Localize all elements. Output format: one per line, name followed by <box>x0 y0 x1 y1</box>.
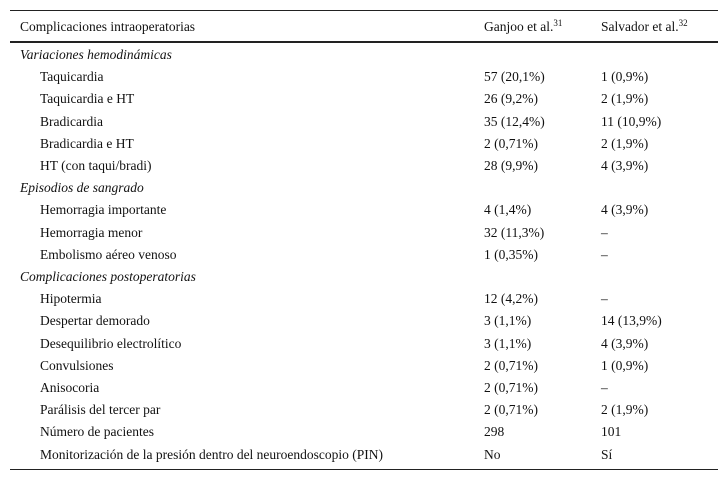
row-value: 4 (1,4%) <box>484 202 532 218</box>
row-value: 2 (0,71%) <box>484 380 538 395</box>
row-label: Número de pacientes <box>40 424 154 440</box>
row-value: – <box>601 246 608 262</box>
row-label: Monitorización de la presión dentro del … <box>40 446 384 462</box>
header-ref: 32 <box>678 18 688 28</box>
section-title: Complicaciones postoperatorias <box>20 269 196 284</box>
row-value: 32 (11,3%) <box>484 224 545 240</box>
row-label: Taquicardia <box>40 69 104 85</box>
header-ref: 31 <box>553 18 563 28</box>
row-value: 2 (1,9%) <box>601 402 649 418</box>
row-value: 3 (1,1%) <box>484 335 532 351</box>
row-value: 1 (0,35%) <box>484 246 538 262</box>
row-value: 26 (9,2%) <box>484 91 538 107</box>
header-label: Salvador et al. <box>601 19 679 34</box>
row-value: 2 (1,9%) <box>601 91 649 107</box>
row-value: 35 (12,4%) <box>484 113 545 129</box>
row-value: 4 (3,9%) <box>601 335 649 351</box>
section-title: Variaciones hemodinámicas <box>20 47 172 62</box>
row-label: Hipotermia <box>40 291 102 307</box>
row-label: HT (con taqui/bradi) <box>40 158 152 173</box>
row-value: – <box>601 291 608 307</box>
top-rule <box>10 10 718 11</box>
row-value: 298 <box>484 424 505 440</box>
header-cell: Salvador et al.32 <box>601 19 688 35</box>
row-value: 1 (0,9%) <box>601 69 649 85</box>
row-value: 2 (0,71%) <box>484 402 538 418</box>
row-value: 101 <box>601 424 622 440</box>
row-value: 2 (1,9%) <box>601 135 649 151</box>
row-value: 4 (3,9%) <box>601 202 649 218</box>
header-cell: Ganjoo et al.31 <box>484 19 562 35</box>
row-label: Bradicardia <box>40 113 103 129</box>
row-value: 12 (4,2%) <box>484 291 538 307</box>
row-label: Desequilibrio electrolítico <box>40 335 182 351</box>
row-value: 4 (3,9%) <box>601 158 649 173</box>
row-value: 3 (1,1%) <box>484 313 532 329</box>
row-label: Hemorragia menor <box>40 224 143 240</box>
row-value: No <box>484 446 501 462</box>
row-value: – <box>601 224 608 240</box>
row-value: 2 (0,71%) <box>484 357 538 373</box>
row-value: 57 (20,1%) <box>484 69 545 85</box>
row-value: – <box>601 380 608 395</box>
row-value: 14 (13,9%) <box>601 313 662 329</box>
row-label: Anisocoria <box>40 380 100 395</box>
row-label: Taquicardia e HT <box>40 91 135 107</box>
header-label: Ganjoo et al. <box>484 19 554 34</box>
header-cell: Complicaciones intraoperatorias <box>20 19 196 34</box>
section-title: Episodios de sangrado <box>20 180 144 196</box>
header-rule <box>10 41 718 43</box>
bottom-rule <box>10 469 718 470</box>
row-label: Embolismo aéreo venoso <box>40 246 177 262</box>
row-label: Convulsiones <box>40 357 114 373</box>
row-value: Sí <box>601 446 613 462</box>
row-label: Hemorragia importante <box>40 202 167 218</box>
row-value: 28 (9,9%) <box>484 158 538 173</box>
row-value: 11 (10,9%) <box>601 113 662 129</box>
row-value: 1 (0,9%) <box>601 357 649 373</box>
row-label: Parálisis del tercer par <box>40 402 161 418</box>
row-value: 2 (0,71%) <box>484 135 538 151</box>
row-label: Bradicardia e HT <box>40 135 134 151</box>
row-label: Despertar demorado <box>40 313 150 329</box>
